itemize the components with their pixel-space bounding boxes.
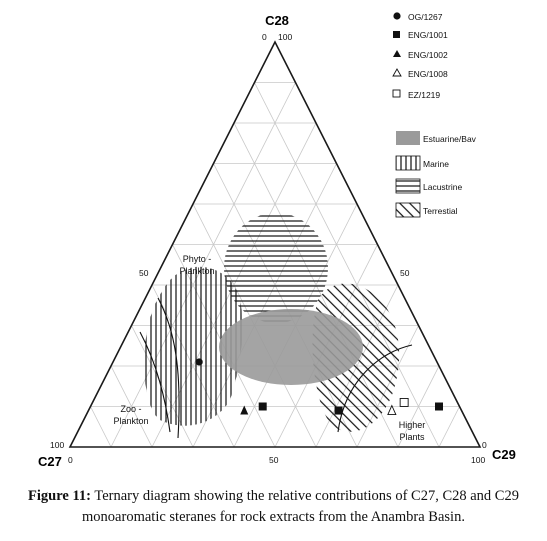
annotation-phyto-1: Phyto - xyxy=(183,254,212,264)
annotation-phyto-2: Plankton xyxy=(179,266,214,276)
tick-base-0: 0 xyxy=(68,455,73,465)
grid-line xyxy=(90,406,112,448)
legend-label-marine: Marine xyxy=(423,159,449,169)
grid-line xyxy=(110,365,153,448)
legend-marker-eng1002 xyxy=(393,50,401,57)
phyto-plankton-curve xyxy=(157,297,180,439)
region-estuarine-bay xyxy=(219,309,363,385)
triangle-frame xyxy=(68,40,482,448)
tick-base-50: 50 xyxy=(269,455,279,465)
data-point-og1267 xyxy=(195,358,203,366)
tick-right-0: 0 xyxy=(482,440,487,450)
data-point-eng1002 xyxy=(240,405,249,415)
data-point-eng1001 xyxy=(258,402,267,411)
legend-swatch-lacustrine xyxy=(395,178,421,194)
axis-label-c27: C27 xyxy=(38,454,62,469)
tick-top-100: 100 xyxy=(278,32,292,42)
legend-label-eng1008: ENG/1008 xyxy=(408,69,448,79)
legend-swatch-terrestrial xyxy=(395,202,421,218)
legend-label-terrestrial: Terrestial xyxy=(423,206,458,216)
regions xyxy=(144,213,400,432)
annotation-higher-2: Plants xyxy=(399,432,425,442)
data-point-eng1001 xyxy=(334,406,343,415)
legend-marker-og1267 xyxy=(393,12,401,20)
region-lacustrine xyxy=(224,213,328,323)
legend-swatch-marine xyxy=(395,155,421,171)
tick-right-50: 50 xyxy=(400,268,410,278)
axis-label-c28: C28 xyxy=(265,13,289,28)
region-marine xyxy=(144,266,243,426)
legend-label-estuarine: Estuarine/Bav xyxy=(423,134,477,144)
grid-line xyxy=(110,82,296,448)
annotation-zoo-2: Plankton xyxy=(113,416,148,426)
annotation-zoo-1: Zoo - xyxy=(120,404,141,414)
caption-label: Figure 11: xyxy=(28,488,91,504)
ternary-diagram: C28 C27 C29 0 100 100 0 0 50 100 50 50 P… xyxy=(38,12,516,469)
grid-line xyxy=(438,406,460,448)
legend-marker-eng1008 xyxy=(392,68,402,77)
axis-label-c29: C29 xyxy=(492,447,516,462)
legend-label-og1267: OG/1267 xyxy=(408,12,443,22)
grid-line xyxy=(254,82,440,448)
zoo-plankton-curve xyxy=(139,331,171,433)
data-markers xyxy=(195,358,443,415)
data-point-eng1008 xyxy=(387,404,397,415)
tick-top-0: 0 xyxy=(262,32,267,42)
legend-marker-eng1001 xyxy=(393,31,400,38)
legend-label-eng1002: ENG/1002 xyxy=(408,50,448,60)
tick-base-100: 100 xyxy=(471,455,485,465)
legend-label-lacustrine: Lacustrine xyxy=(423,182,462,192)
legend-swatch-estuarine xyxy=(396,131,420,145)
legend: OG/1267 ENG/1001 ENG/1002 ENG/1008 EZ/12… xyxy=(392,12,477,218)
data-point-ez1219 xyxy=(399,398,409,407)
legend-label-ez1219: EZ/1219 xyxy=(408,90,440,100)
higher-plants-curve xyxy=(337,344,413,433)
legend-marker-ez1219 xyxy=(392,89,401,98)
data-point-eng1001 xyxy=(435,402,443,411)
tick-left-100: 100 xyxy=(50,440,64,450)
tick-left-50: 50 xyxy=(139,268,149,278)
grid-line xyxy=(397,365,440,448)
caption-text: Ternary diagram showing the relative con… xyxy=(82,488,519,525)
figure-caption: Figure 11: Ternary diagram showing the r… xyxy=(10,486,537,528)
annotation-higher-1: Higher xyxy=(399,420,426,430)
boundary-curves xyxy=(139,297,413,439)
legend-label-eng1001: ENG/1001 xyxy=(408,30,448,40)
